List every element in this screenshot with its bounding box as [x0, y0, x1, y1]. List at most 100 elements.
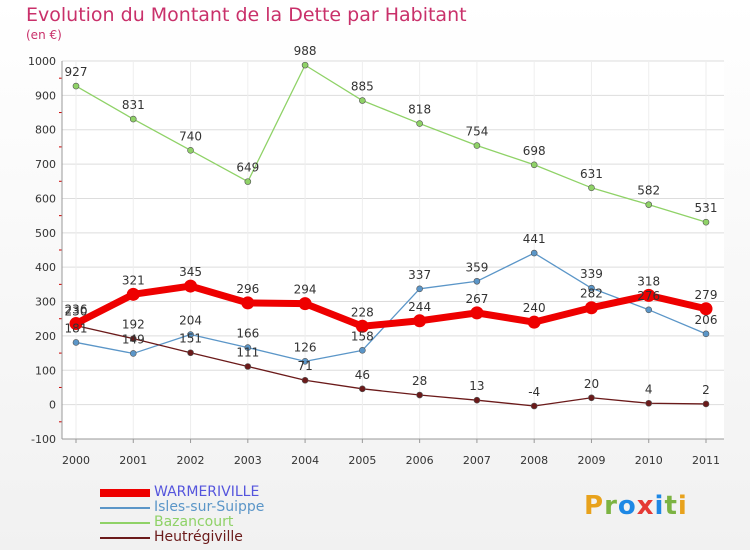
data-label: 151	[179, 332, 202, 346]
data-label: 818	[408, 103, 431, 117]
data-point	[473, 142, 481, 149]
x-tick-label: 2001	[119, 454, 147, 467]
data-point	[645, 201, 653, 208]
data-point	[359, 347, 366, 354]
y-tick-label: 200	[35, 330, 56, 343]
data-point	[588, 284, 595, 292]
data-point	[359, 97, 366, 104]
data-point	[642, 288, 656, 302]
data-point	[129, 335, 137, 342]
data-point	[244, 363, 252, 370]
data-point	[187, 331, 194, 338]
x-tick-label: 2010	[635, 454, 663, 467]
y-tick-label: 900	[35, 89, 56, 102]
data-point	[298, 297, 312, 311]
data-point	[416, 391, 423, 399]
x-tick-label: 2006	[406, 454, 434, 467]
data-point	[473, 277, 481, 285]
data-point	[702, 400, 710, 408]
data-point	[355, 319, 369, 333]
x-tick-label: 2007	[463, 454, 491, 467]
data-label: 126	[294, 340, 317, 354]
legend-label: Bazancourt	[154, 514, 234, 530]
data-label: 337	[408, 268, 431, 282]
data-label: 71	[297, 359, 312, 373]
data-point	[184, 279, 198, 293]
legend-swatch	[100, 507, 150, 509]
series-line-3	[75, 324, 707, 407]
proxiti-logo: Proxiti	[584, 491, 688, 521]
data-point	[244, 344, 252, 351]
data-point	[530, 249, 538, 257]
legend-swatch	[100, 537, 150, 539]
data-point	[72, 339, 80, 346]
legend-label: Heutrégiville	[154, 529, 243, 545]
data-point	[702, 330, 710, 338]
data-point	[588, 394, 595, 402]
data-label: 282	[580, 287, 603, 301]
data-point	[129, 115, 137, 123]
data-label: 740	[179, 129, 202, 143]
y-tick-label: 700	[35, 158, 56, 171]
data-point	[473, 396, 481, 404]
data-point	[645, 306, 653, 314]
plot-area	[62, 61, 724, 439]
data-point	[301, 61, 309, 69]
data-label: 158	[351, 329, 374, 343]
data-label: 20	[584, 377, 599, 391]
data-point	[584, 301, 598, 315]
data-label: 244	[408, 300, 431, 314]
data-label: 698	[523, 144, 546, 158]
data-label: 192	[122, 318, 145, 332]
data-point	[702, 218, 710, 226]
data-point	[470, 306, 484, 320]
axis-layer: -100 0 100 200 300 400 500 600 700 800 900 1000 2000…	[28, 55, 724, 467]
data-label: 2	[702, 383, 710, 397]
data-point	[187, 147, 194, 154]
legend-swatch	[100, 522, 150, 524]
x-tick-label: 2005	[348, 454, 376, 467]
data-label: 236	[65, 303, 88, 317]
data-label: 988	[294, 44, 317, 58]
x-tick-label: 2009	[577, 454, 605, 467]
x-tick-label: 2003	[234, 454, 262, 467]
data-point	[416, 285, 423, 293]
x-tick-label: 2011	[692, 454, 720, 467]
data-label: 531	[695, 201, 718, 215]
y-tick-label: 400	[35, 261, 56, 274]
series-layer	[69, 61, 713, 410]
data-point	[699, 302, 713, 316]
data-label: 149	[122, 332, 145, 346]
x-tick-label: 2008	[520, 454, 548, 467]
data-label: 441	[523, 232, 546, 246]
data-label: 649	[236, 161, 259, 175]
data-label: 276	[637, 289, 660, 303]
data-point	[416, 120, 423, 127]
data-label: 339	[580, 267, 603, 281]
data-point	[359, 385, 366, 393]
data-label: 359	[465, 260, 488, 274]
data-point	[301, 376, 309, 384]
series-line-1	[75, 252, 707, 362]
data-point	[244, 178, 252, 185]
legend-label: Isles-sur-Suippe	[154, 499, 265, 515]
data-label: 279	[695, 288, 718, 302]
data-label: 927	[65, 65, 88, 79]
data-label: 267	[465, 292, 488, 306]
x-tick-label: 2000	[62, 454, 90, 467]
data-point	[72, 82, 80, 90]
x-tick-label: 2002	[177, 454, 205, 467]
data-point	[530, 161, 538, 169]
y-tick-label: -100	[31, 433, 56, 446]
data-point	[413, 314, 427, 328]
data-label: 181	[65, 321, 88, 335]
y-tick-label: 0	[49, 399, 56, 412]
data-point	[241, 296, 255, 310]
data-label: 204	[179, 314, 202, 328]
chart-title: Evolution du Montant de la Dette par Hab…	[26, 4, 467, 26]
data-label: 111	[236, 345, 259, 359]
y-tick-label: 1000	[28, 55, 56, 68]
